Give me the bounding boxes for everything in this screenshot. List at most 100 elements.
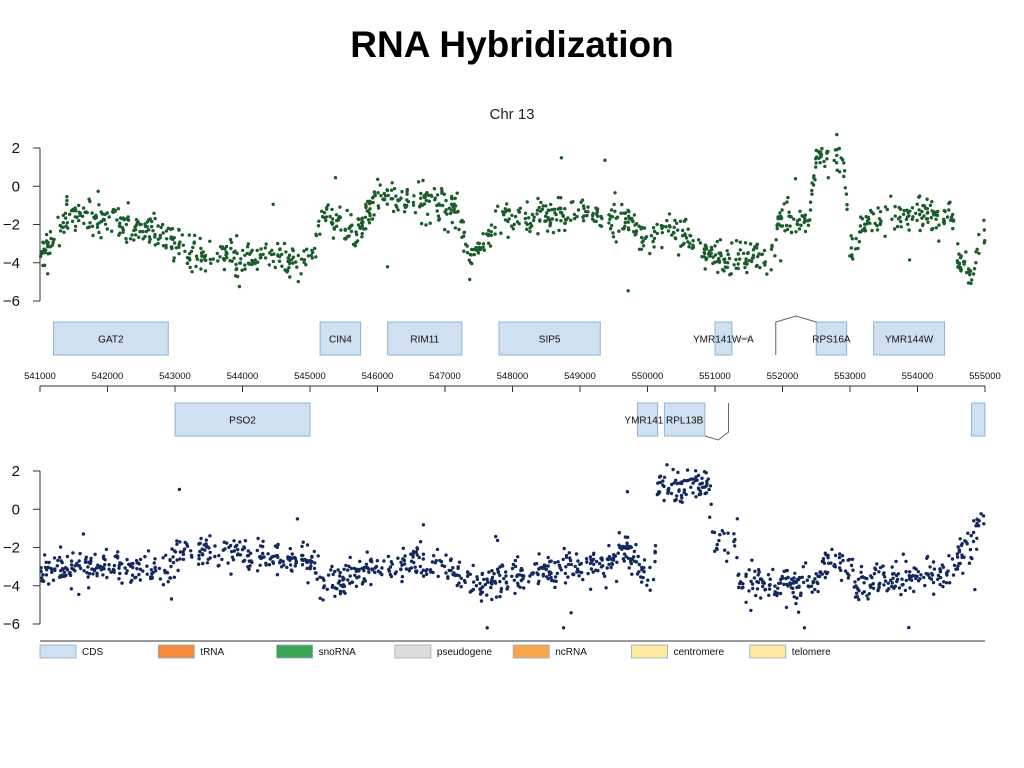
data-point [932,567,937,571]
data-point [902,208,906,213]
data-point [65,195,69,199]
data-point [115,554,119,558]
data-point [820,572,824,576]
data-point [850,237,854,241]
data-point [306,581,310,585]
data-point [391,209,396,214]
data-point [971,539,976,544]
data-point [966,531,970,535]
data-point [279,558,283,562]
data-point [485,593,489,597]
data-point [93,552,97,556]
data-point [609,565,613,570]
data-point [751,248,756,252]
data-point [767,593,771,597]
data-point [763,587,768,592]
data-point [275,545,279,549]
data-point [787,214,791,218]
data-point [217,563,221,568]
data-point [789,230,794,234]
data-point [105,575,109,580]
data-point [177,227,181,232]
data-point [700,255,704,259]
data-point [120,226,125,230]
data-point [363,215,368,219]
data-point [776,586,780,590]
data-point [821,557,826,561]
data-point [349,566,354,571]
data-point [713,253,718,257]
data-point [715,547,719,551]
data-point [301,540,305,544]
data-point [356,217,360,221]
data-point [77,559,81,563]
data-point [280,565,284,569]
data-point [232,539,236,543]
data-point [334,213,339,217]
data-point [201,553,205,557]
data-point [341,575,345,579]
data-point [193,233,197,238]
data-point [793,177,798,181]
gene-box [387,321,463,356]
data-point [80,214,85,218]
data-point [101,565,106,570]
data-point [936,577,940,581]
data-point [795,578,799,582]
data-point [480,571,485,576]
data-point [561,213,565,218]
data-point [803,213,808,217]
data-point [876,206,880,210]
data-point [541,572,545,577]
data-point [365,550,369,554]
data-point [400,563,404,567]
data-point [107,215,111,219]
data-point [920,223,925,228]
data-point [421,523,426,527]
data-point [255,267,259,271]
data-point [490,597,494,602]
data-point [261,252,265,257]
data-point [280,252,284,257]
data-point [235,553,240,557]
data-point [379,193,383,198]
data-point [222,267,227,272]
data-point [759,596,763,600]
data-point [228,237,233,242]
data-point [837,146,841,151]
data-point [373,193,377,198]
data-point [325,205,329,210]
data-point [625,544,629,548]
data-point [970,278,974,282]
data-point [198,541,202,545]
data-point [845,203,849,207]
data-point [603,158,607,162]
data-point [217,553,221,558]
data-point [938,582,942,587]
data-point [150,576,154,580]
data-point [424,198,428,203]
data-point [871,582,875,586]
data-point [720,529,724,533]
data-point [941,584,945,589]
data-point [604,586,608,590]
data-point [428,221,432,225]
data-point [792,217,796,221]
data-point [468,277,472,282]
data-point [124,237,128,241]
data-point [371,200,375,205]
data-point [935,213,940,218]
data-point [364,205,368,210]
data-point [89,556,93,561]
data-point [907,258,912,262]
data-point [137,235,141,239]
data-point [545,229,550,233]
data-point [626,535,630,539]
data-point [563,217,568,222]
data-point [662,475,667,479]
data-point [952,563,957,567]
data-point [557,228,561,233]
data-point [733,537,737,542]
data-point [606,557,610,562]
data-point [563,228,567,233]
